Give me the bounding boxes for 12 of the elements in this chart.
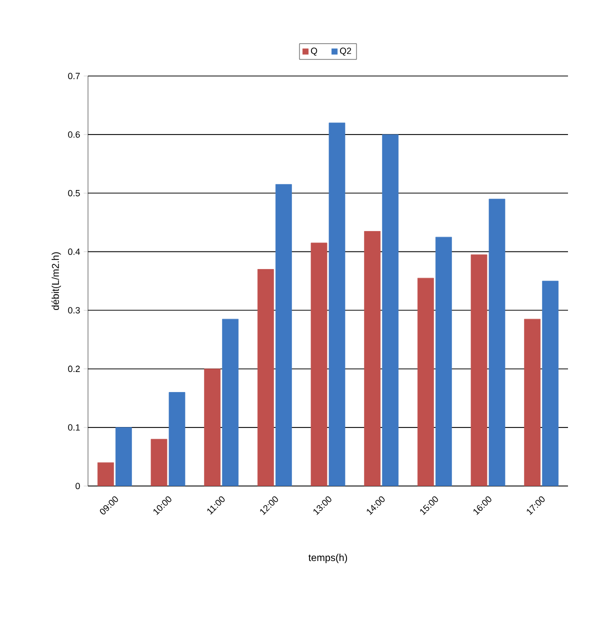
x-axis-title: temps(h) [308, 554, 348, 564]
y-tick-label: 0.6 [68, 131, 80, 138]
y-tick-label: 0.4 [68, 248, 80, 255]
y-axis-title: débit(L/m2.h) [52, 252, 61, 310]
legend-label: Q [310, 48, 318, 56]
y-tick-label: 0.2 [68, 366, 80, 372]
y-tick-label: 0 [76, 482, 80, 490]
y-tick-label: 0.5 [68, 190, 80, 196]
y-tick-label: 0.1 [68, 424, 80, 431]
legend-label: Q2 [340, 48, 352, 56]
y-tick-label: 0.3 [68, 307, 80, 314]
y-tick-label: 0.7 [68, 72, 80, 80]
